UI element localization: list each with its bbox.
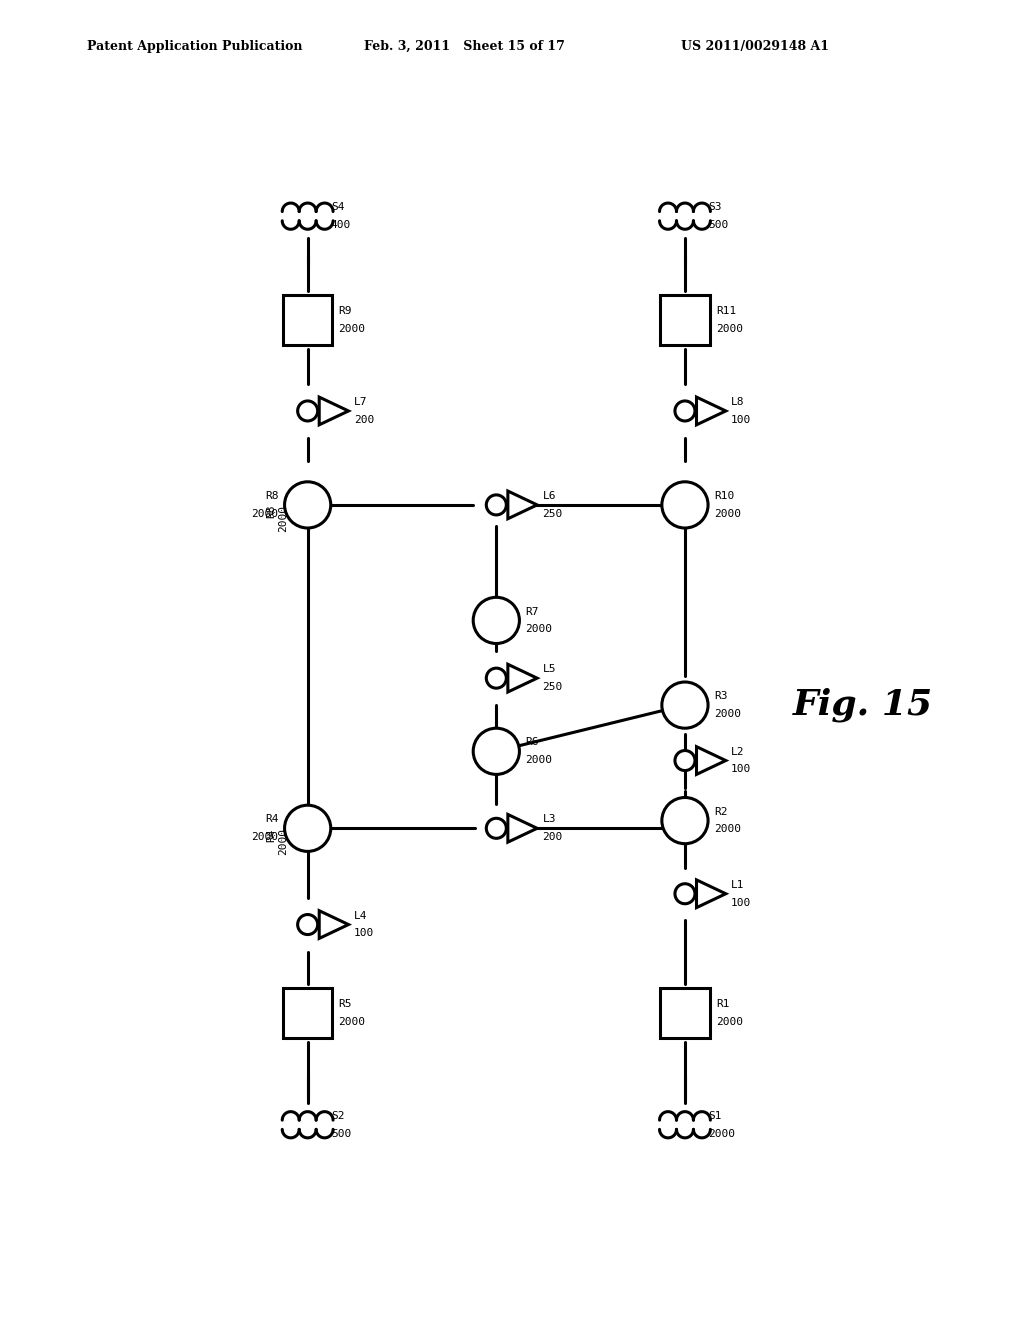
Circle shape xyxy=(486,668,506,688)
Text: L4: L4 xyxy=(354,911,368,921)
Text: R10: R10 xyxy=(714,491,734,502)
Text: L7: L7 xyxy=(354,397,368,407)
Text: 2000: 2000 xyxy=(252,832,279,842)
Text: 200: 200 xyxy=(543,832,563,842)
Circle shape xyxy=(486,818,506,838)
Text: R7: R7 xyxy=(525,607,539,616)
Polygon shape xyxy=(696,880,726,908)
Text: L5: L5 xyxy=(543,664,556,675)
Circle shape xyxy=(662,797,708,843)
Text: 250: 250 xyxy=(543,508,563,519)
Text: 100: 100 xyxy=(731,764,752,775)
Text: R11: R11 xyxy=(716,306,736,317)
Text: L2: L2 xyxy=(731,747,744,756)
Text: S3: S3 xyxy=(708,202,722,213)
Circle shape xyxy=(473,597,519,644)
Text: 2000: 2000 xyxy=(714,825,741,834)
Text: R6: R6 xyxy=(525,738,539,747)
Polygon shape xyxy=(319,397,348,425)
Text: S2: S2 xyxy=(331,1111,344,1121)
Circle shape xyxy=(675,401,695,421)
Text: 500: 500 xyxy=(708,220,728,230)
Polygon shape xyxy=(508,491,538,519)
Text: S1: S1 xyxy=(708,1111,722,1121)
Text: 2000: 2000 xyxy=(252,508,279,519)
Text: 400: 400 xyxy=(331,220,351,230)
Text: 2000: 2000 xyxy=(525,755,553,766)
Text: 500: 500 xyxy=(331,1129,351,1139)
Text: L6: L6 xyxy=(543,491,556,502)
Circle shape xyxy=(285,805,331,851)
Text: 2000: 2000 xyxy=(714,709,741,719)
Text: US 2011/0029148 A1: US 2011/0029148 A1 xyxy=(681,40,829,53)
Text: 2000: 2000 xyxy=(339,323,366,334)
Text: 2000: 2000 xyxy=(716,323,742,334)
Circle shape xyxy=(285,482,331,528)
Polygon shape xyxy=(508,814,538,842)
Text: 2000: 2000 xyxy=(525,624,553,634)
Circle shape xyxy=(298,915,317,935)
Text: 100: 100 xyxy=(731,898,752,908)
Bar xyxy=(283,296,333,345)
Text: 2000: 2000 xyxy=(708,1129,735,1139)
Circle shape xyxy=(675,751,695,771)
Text: 250: 250 xyxy=(543,682,563,692)
Text: Feb. 3, 2011   Sheet 15 of 17: Feb. 3, 2011 Sheet 15 of 17 xyxy=(364,40,564,53)
Text: R1: R1 xyxy=(716,999,729,1010)
Text: L8: L8 xyxy=(731,397,744,407)
Polygon shape xyxy=(508,664,538,692)
Polygon shape xyxy=(696,397,726,425)
Text: R3: R3 xyxy=(714,692,728,701)
Circle shape xyxy=(298,401,317,421)
Text: 2000: 2000 xyxy=(339,1016,366,1027)
Text: 2000: 2000 xyxy=(716,1016,742,1027)
Circle shape xyxy=(662,482,708,528)
Text: S4: S4 xyxy=(331,202,344,213)
Bar xyxy=(660,989,710,1038)
Bar xyxy=(283,989,333,1038)
Text: 200: 200 xyxy=(354,414,374,425)
Circle shape xyxy=(662,682,708,729)
Text: Patent Application Publication: Patent Application Publication xyxy=(87,40,302,53)
Text: R4
2000: R4 2000 xyxy=(266,829,288,855)
Text: R8: R8 xyxy=(265,491,279,502)
Circle shape xyxy=(675,884,695,904)
Text: 100: 100 xyxy=(731,414,752,425)
Circle shape xyxy=(473,729,519,775)
Circle shape xyxy=(486,495,506,515)
Polygon shape xyxy=(696,747,726,775)
Text: 2000: 2000 xyxy=(714,508,741,519)
Text: 100: 100 xyxy=(354,928,374,939)
Text: R9: R9 xyxy=(339,306,352,317)
Text: Fig. 15: Fig. 15 xyxy=(793,688,933,722)
Text: L1: L1 xyxy=(731,880,744,890)
Text: R2: R2 xyxy=(714,807,728,817)
Text: R5: R5 xyxy=(339,999,352,1010)
Bar xyxy=(660,296,710,345)
Polygon shape xyxy=(319,911,348,939)
Text: R8
2000: R8 2000 xyxy=(266,506,288,532)
Text: R4: R4 xyxy=(265,814,279,825)
Text: L3: L3 xyxy=(543,814,556,825)
